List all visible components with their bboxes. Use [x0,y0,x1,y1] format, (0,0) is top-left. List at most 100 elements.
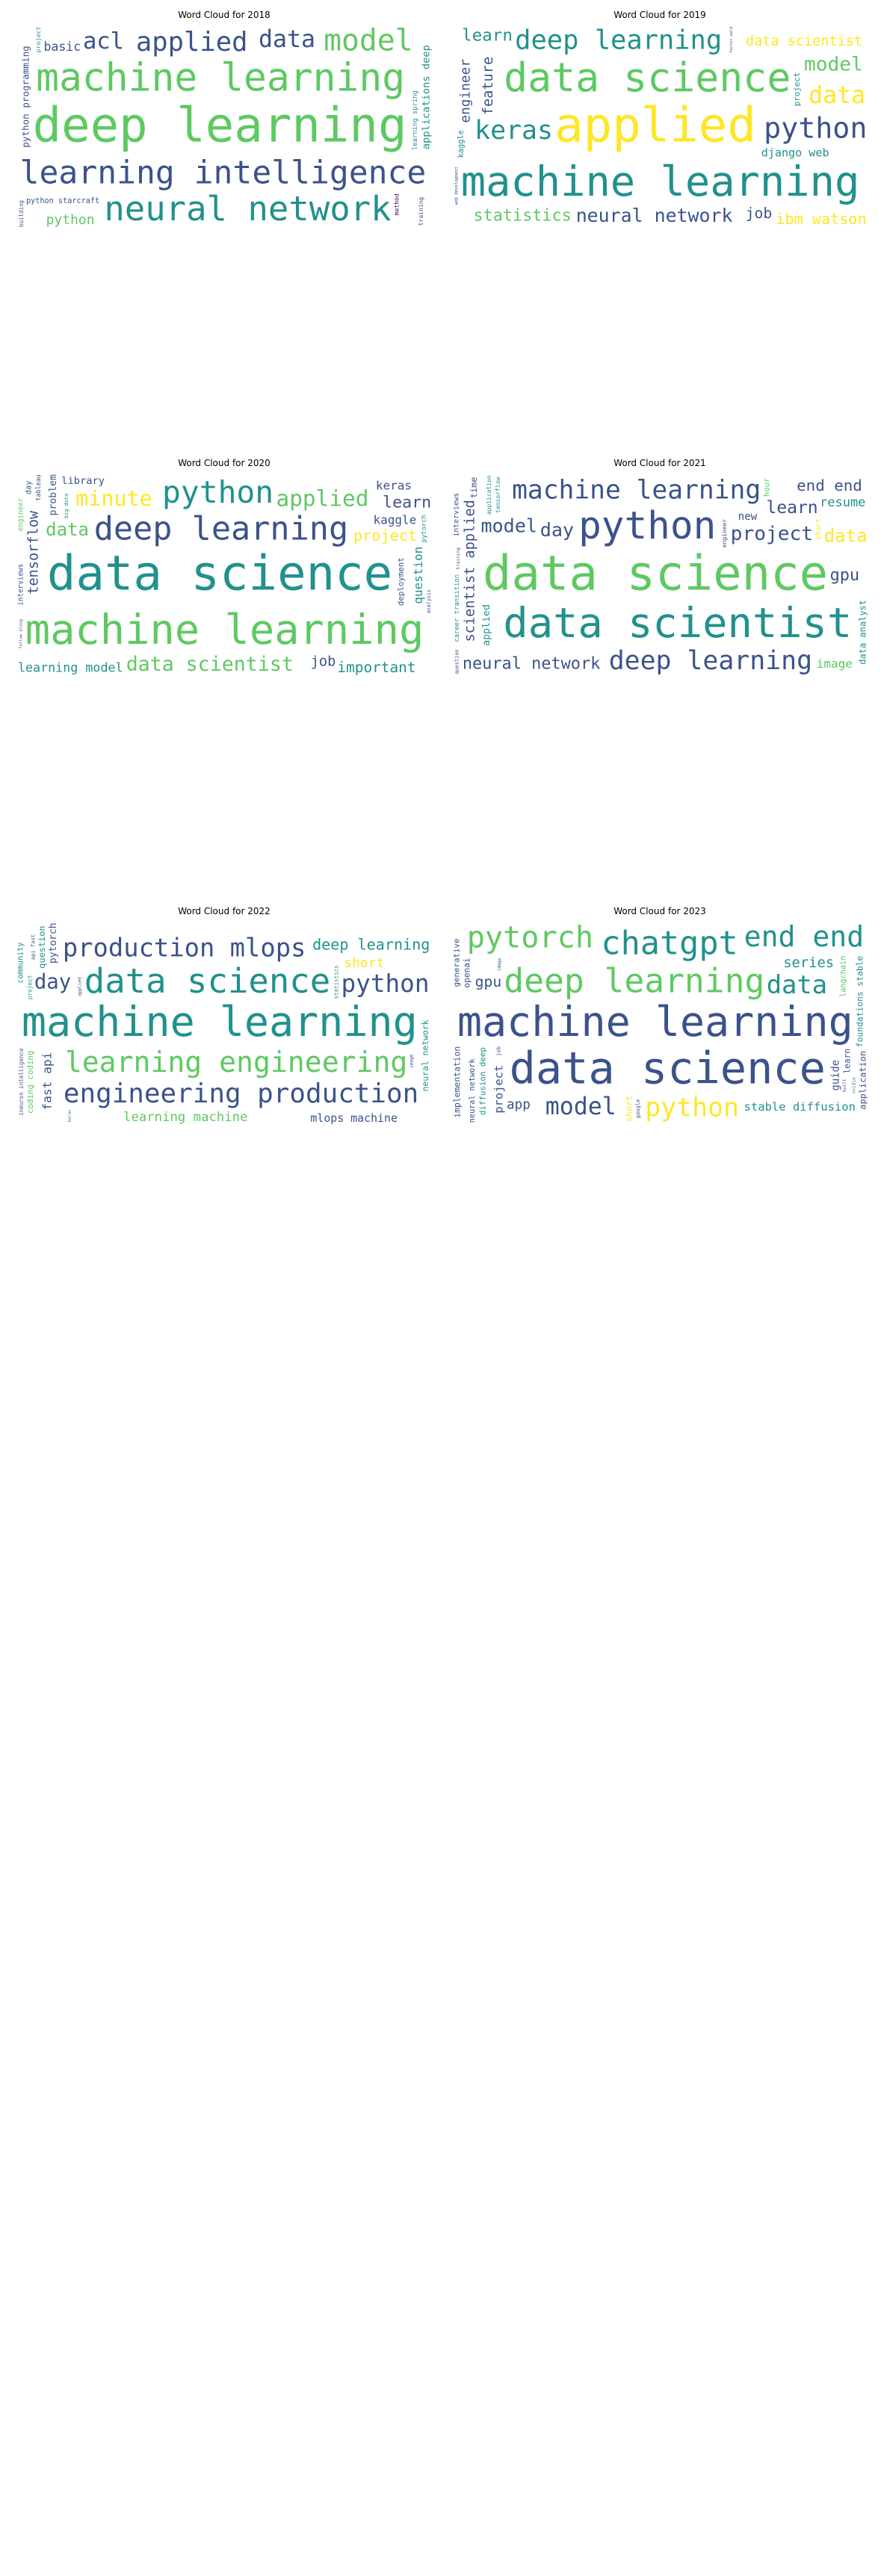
word-data-science: data science [483,547,828,602]
word-python: python [341,969,429,998]
word-foundations-stable: foundations stable [855,956,865,1048]
word-feature: feature [480,57,496,115]
word-image: image [409,1054,414,1068]
word-training: training [456,547,461,570]
word-project: project [26,975,33,999]
word-project: project [353,527,417,544]
word-data: data [809,82,865,109]
word-python-programming: python programming [20,46,31,147]
word-applications-deep: applications deep [420,45,432,149]
wordcloud-canvas: data science machine learning deep learnin… [15,472,433,677]
word-project: project [731,523,813,545]
word-deployment: deployment [396,557,406,606]
word-applied: applied [276,486,369,512]
chart-title: Word Cloud for 2023 [613,906,706,916]
word-applied: applied [136,27,248,58]
word-end-end: end end [744,920,864,953]
chart-title: Word Cloud for 2021 [613,458,706,468]
word-job: job [311,654,336,670]
word-python: python [578,504,716,548]
word-data: data [259,26,315,53]
word-gpu: gpu [475,973,502,990]
word-data: data [767,970,827,999]
word-big-data: big data [64,494,69,518]
word-learn: learn [842,1049,852,1074]
word-project: project [34,26,42,52]
word-model: model [545,1093,616,1120]
word-keras: keras [475,116,553,146]
word-scientist-applied: scientist applied [462,500,477,642]
word-series: series [783,955,834,971]
word-analysis: analysis [426,589,432,613]
word-deep-learning: deep learning [312,935,430,953]
word-guide: guide [829,1060,841,1091]
word-production-mlops: production mlops [63,934,306,963]
chart-title: Word Cloud for 2022 [178,906,271,916]
word-deep-learning: deep learning [609,646,812,676]
word-minute: minute [75,486,152,511]
word-neural-network: neural network [469,1058,477,1123]
word-pytorch: pytorch [421,515,428,542]
wordcloud-canvas: data science data scientist python machine … [451,472,869,677]
word-fast-api: fast api [40,1052,55,1111]
word-interviews: interviews [17,564,25,606]
word-engineer: engineer [17,497,25,531]
word-neural-network: neural network [463,655,601,674]
word-model: model [480,515,537,536]
word-api-fast: api fast [30,934,37,960]
word-tensorflow: tensorflow [495,477,501,512]
word-applied: applied [554,99,756,154]
word-day: day [34,971,71,994]
word-gpu: gpu [830,566,860,585]
word-learning-machine: learning machine [123,1110,247,1125]
word-app: app [507,1097,531,1112]
word-pytorch: pytorch [467,920,593,955]
word-new: new [738,511,758,523]
word-nvidia: nvidia [851,1077,856,1093]
word-python: python [46,212,95,228]
chart-title: Word Cloud for 2020 [178,458,271,468]
word-ineuron-intelligence: ineuron intelligence [18,1048,25,1116]
wordcloud-canvas: machine learning data science learning eng… [15,920,433,1126]
word-learning-intelligence: learning intelligence [20,155,427,192]
word-statistics: statistics [473,207,571,226]
word-day: day [25,481,34,494]
word-web-development: web development [455,167,460,205]
word-job: job [495,1046,502,1056]
chart-title: Word Cloud for 2019 [613,10,706,20]
word-statistics: statistics [333,965,339,999]
word-machine-learning: machine learning [457,998,853,1046]
word-learn: learn [766,498,817,518]
word-deep-learning: deep learning [94,511,348,548]
word-end-end: end end [797,477,862,494]
word-tensorflow: tensorflow [26,510,42,595]
word-keras: keras [376,478,412,492]
word-generative: generative [452,939,462,987]
word-community: community [17,942,25,983]
word-data-science: data science [84,961,330,1001]
word-ibm-watson: ibm watson [776,210,867,228]
word-data-science: data science [47,547,392,602]
word-django-web: django web [761,146,829,160]
word-job: job [746,205,773,222]
word-model: model [804,53,863,75]
word-data: data [824,525,868,546]
word-openai: openai [462,958,472,987]
word-machine-learning: machine learning [512,476,761,506]
word-learning-engineering: learning engineering [65,1046,408,1078]
word-neural-network: neural network [576,205,733,226]
word-image: image [817,657,853,671]
word-short: short [344,955,384,971]
word-kaggle: kaggle [457,130,466,158]
word-data-science: data science [504,55,791,101]
word-learning-spring: learning spring [412,90,419,150]
wordcloud-canvas: machine learning data science deep learnin… [451,920,869,1126]
word-data-scientist: data scientist [126,653,294,676]
word-interviews: interviews [453,493,461,537]
word-question: question [37,925,47,968]
word-data-analyst: data analyst [858,600,868,665]
word-important: important [337,659,415,676]
